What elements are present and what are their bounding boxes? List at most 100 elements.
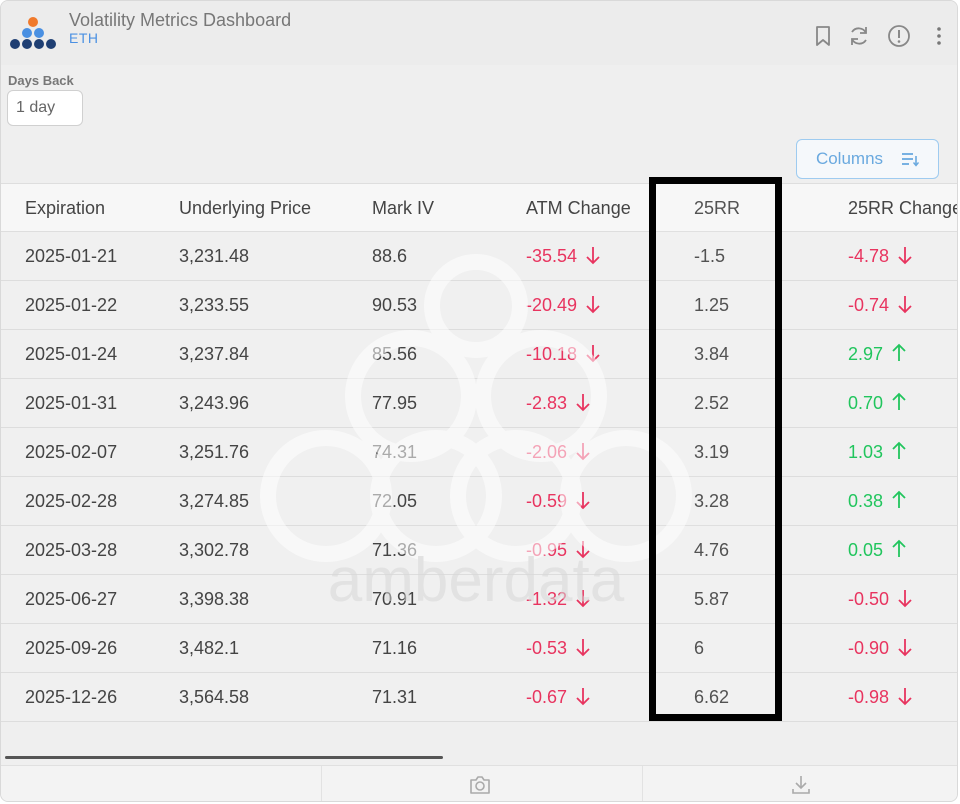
expiration-cell-value: 2025-01-22 xyxy=(25,295,118,315)
25rr-cell: 5.87 xyxy=(694,575,729,624)
footer-divider xyxy=(642,766,643,801)
25rr-cell-value: 4.76 xyxy=(694,540,730,560)
mark-iv-cell-value: 71.16 xyxy=(372,638,418,658)
expiration-cell-value: 2025-01-21 xyxy=(25,246,118,266)
25rr-cell: 3.19 xyxy=(694,428,729,477)
table-row[interactable]: 2025-02-07 3,251.76 74.31 -2.06 3.19 1.03 xyxy=(1,428,957,477)
atm-change-cell: -0.95 xyxy=(526,526,591,575)
underlying-price-cell: 3,274.85 xyxy=(179,477,249,526)
column-header-atm-change[interactable]: ATM Change xyxy=(526,198,631,218)
underlying-price-cell-value: 3,233.55 xyxy=(179,295,250,315)
25rr-cell-value: 3.19 xyxy=(694,442,730,462)
table-row[interactable]: 2025-06-27 3,398.38 70.91 -1.32 5.87 -0.50 xyxy=(1,575,957,624)
table-row[interactable]: 2025-12-26 3,564.58 71.31 -0.67 6.62 -0.98 xyxy=(1,673,957,722)
25rr-cell-value: 3.28 xyxy=(694,491,730,511)
underlying-price-cell-value: 3,564.58 xyxy=(179,687,250,707)
mark-iv-cell: 71.16 xyxy=(372,624,417,673)
expiration-cell: 2025-01-22 xyxy=(25,281,117,330)
atm-change-cell: -2.83 xyxy=(526,379,591,428)
expiration-cell: 2025-02-28 xyxy=(25,477,117,526)
expiration-cell: 2025-03-28 xyxy=(25,526,117,575)
widget-footer xyxy=(1,765,957,801)
expiration-cell-value: 2025-06-27 xyxy=(25,589,118,609)
camera-icon[interactable] xyxy=(467,772,493,798)
25rr-change-cell: 2.97 xyxy=(848,330,907,379)
refresh-icon[interactable] xyxy=(846,23,872,49)
table-row[interactable]: 2025-01-22 3,233.55 90.53 -20.49 1.25 -0.74 xyxy=(1,281,957,330)
expiration-cell: 2025-12-26 xyxy=(25,673,117,722)
arrow-up-icon xyxy=(892,441,906,460)
25rr-change-cell-value: 0.05 xyxy=(848,540,884,560)
metrics-table: Expiration Underlying Price Mark IV ATM … xyxy=(1,183,958,722)
25rr-cell-value: 3.84 xyxy=(694,344,730,364)
25rr-change-cell-value: 2.97 xyxy=(848,344,884,364)
underlying-price-cell: 3,564.58 xyxy=(179,673,249,722)
arrow-up-icon xyxy=(892,490,906,509)
underlying-price-cell: 3,233.55 xyxy=(179,281,249,330)
atm-change-cell-value: -10.18 xyxy=(526,344,578,364)
25rr-change-cell-value: -0.98 xyxy=(848,687,890,707)
25rr-change-cell-value: 1.03 xyxy=(848,442,884,462)
table-row[interactable]: 2025-01-31 3,243.96 77.95 -2.83 2.52 0.70 xyxy=(1,379,957,428)
arrow-down-icon xyxy=(576,639,590,657)
info-icon[interactable] xyxy=(886,23,912,49)
horizontal-scrollbar[interactable] xyxy=(5,756,443,759)
amberdata-logo xyxy=(10,17,56,49)
columns-button[interactable]: Columns xyxy=(796,139,939,179)
atm-change-cell-value: -35.54 xyxy=(526,246,578,266)
widget-title: Volatility Metrics Dashboard xyxy=(69,10,292,30)
table-row[interactable]: 2025-03-28 3,302.78 71.36 -0.95 4.76 0.05 xyxy=(1,526,957,575)
expiration-cell: 2025-01-21 xyxy=(25,232,117,281)
underlying-price-cell-value: 3,274.85 xyxy=(179,491,250,511)
mark-iv-cell: 72.05 xyxy=(372,477,417,526)
download-icon[interactable] xyxy=(788,772,814,798)
columns-sort-icon xyxy=(902,153,920,167)
25rr-change-cell-value: -0.74 xyxy=(848,295,890,315)
table-row[interactable]: 2025-01-24 3,237.84 85.56 -10.18 3.84 2.97 xyxy=(1,330,957,379)
expiration-cell-value: 2025-02-07 xyxy=(25,442,118,462)
table-row[interactable]: 2025-02-28 3,274.85 72.05 -0.59 3.28 0.38 xyxy=(1,477,957,526)
bookmark-icon[interactable] xyxy=(810,23,836,49)
25rr-change-cell-value: 0.70 xyxy=(848,393,884,413)
mark-iv-cell: 71.31 xyxy=(372,673,417,722)
footer-divider xyxy=(321,766,322,801)
days-back-select[interactable]: 1 day xyxy=(7,90,83,126)
25rr-change-cell: -0.90 xyxy=(848,624,913,673)
mark-iv-cell-value: 72.05 xyxy=(372,491,418,511)
underlying-price-cell: 3,302.78 xyxy=(179,526,249,575)
expiration-cell-value: 2025-02-28 xyxy=(25,491,118,511)
table-row[interactable]: 2025-09-26 3,482.1 71.16 -0.53 6 -0.90 xyxy=(1,624,957,673)
atm-change-cell-value: -1.32 xyxy=(526,589,568,609)
arrow-down-icon xyxy=(898,247,912,265)
underlying-price-cell: 3,482.1 xyxy=(179,624,239,673)
25rr-change-cell-value: -4.78 xyxy=(848,246,890,266)
column-header-25rr-change[interactable]: 25RR Change xyxy=(848,198,958,218)
more-icon[interactable] xyxy=(926,23,952,49)
25rr-change-cell: -4.78 xyxy=(848,232,913,281)
arrow-down-icon xyxy=(898,639,912,657)
column-header-mark-iv[interactable]: Mark IV xyxy=(372,198,435,218)
atm-change-cell: -2.06 xyxy=(526,428,591,477)
expiration-cell-value: 2025-01-24 xyxy=(25,344,118,364)
25rr-change-cell: -0.98 xyxy=(848,673,913,722)
25rr-change-cell: 1.03 xyxy=(848,428,907,477)
mark-iv-cell: 90.53 xyxy=(372,281,417,330)
atm-change-cell: -0.67 xyxy=(526,673,591,722)
25rr-change-cell: 0.05 xyxy=(848,526,907,575)
mark-iv-cell-value: 71.36 xyxy=(372,540,418,560)
column-header-expiration[interactable]: Expiration xyxy=(25,198,106,218)
25rr-change-cell-value: 0.38 xyxy=(848,491,884,511)
mark-iv-cell: 85.56 xyxy=(372,330,417,379)
25rr-cell: -1.5 xyxy=(694,232,725,281)
25rr-cell: 4.76 xyxy=(694,526,729,575)
table-row[interactable]: 2025-01-21 3,231.48 88.6 -35.54 -1.5 -4.78 xyxy=(1,232,957,281)
25rr-cell-value: 2.52 xyxy=(694,393,730,413)
table-header-row: Expiration Underlying Price Mark IV ATM … xyxy=(1,183,958,232)
arrow-down-icon xyxy=(576,492,590,510)
25rr-cell: 3.84 xyxy=(694,330,729,379)
arrow-down-icon xyxy=(898,296,912,314)
column-header-underlying-price[interactable]: Underlying Price xyxy=(179,198,312,218)
atm-change-cell: -35.54 xyxy=(526,232,601,281)
25rr-change-cell-value: -0.90 xyxy=(848,638,890,658)
column-header-25rr[interactable]: 25RR xyxy=(694,198,741,218)
